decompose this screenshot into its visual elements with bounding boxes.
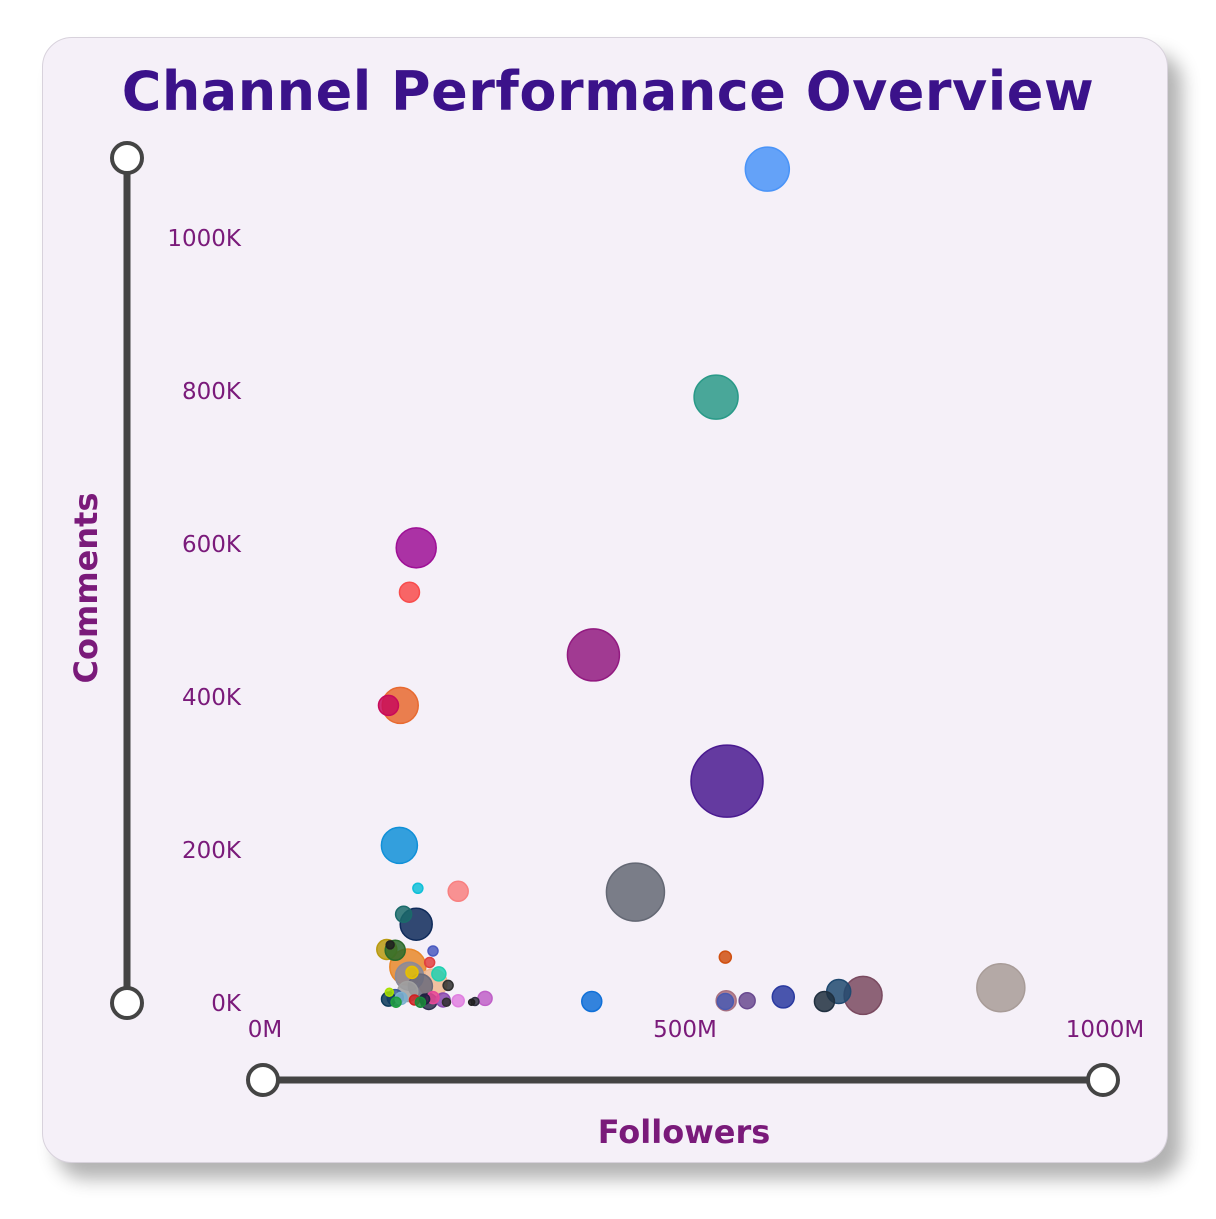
data-point: [395, 527, 437, 569]
x-axis-label: Followers: [597, 1113, 771, 1151]
data-point: [690, 744, 764, 818]
y-tick-label: 1000K: [167, 226, 242, 252]
data-point: [380, 826, 419, 865]
data-point: [442, 979, 454, 992]
data-point: [566, 628, 621, 682]
data-point: [431, 966, 447, 982]
data-point: [377, 694, 400, 717]
data-point: [813, 990, 836, 1013]
data-point: [385, 940, 395, 950]
chart-title: Channel Performance Overview: [121, 60, 1095, 123]
y-range-handle-max[interactable]: [110, 141, 144, 175]
x-tick-label: 500M: [653, 1017, 717, 1043]
y-tick-label: 400K: [182, 685, 242, 711]
data-point: [771, 985, 796, 1009]
data-point: [384, 987, 395, 998]
x-tick-label: 1000M: [1066, 1017, 1144, 1043]
data-point: [718, 950, 733, 964]
data-point: [467, 998, 476, 1006]
data-point: [447, 880, 469, 903]
data-point: [581, 990, 603, 1013]
data-point: [423, 956, 436, 969]
data-point: [398, 581, 421, 603]
y-range-handle-min[interactable]: [110, 986, 144, 1020]
data-point: [412, 882, 424, 894]
data-point: [394, 905, 413, 924]
x-range-handle-max[interactable]: [1086, 1063, 1120, 1097]
x-range-handle-min[interactable]: [246, 1063, 280, 1097]
data-point: [405, 965, 419, 980]
data-point: [390, 996, 402, 1008]
data-point: [716, 992, 735, 1011]
data-point: [744, 146, 791, 192]
data-point: [605, 862, 666, 922]
data-point: [477, 990, 493, 1007]
data-point: [427, 945, 439, 957]
data-point: [693, 374, 739, 420]
y-tick-label: 800K: [182, 379, 242, 405]
data-point: [441, 997, 452, 1007]
x-tick-label: 0M: [248, 1017, 282, 1043]
data-point: [451, 993, 465, 1008]
data-point: [414, 996, 427, 1008]
y-tick-label: 0K: [211, 991, 242, 1017]
data-point: [976, 962, 1026, 1013]
y-tick-label: 600K: [182, 532, 242, 558]
y-tick-label: 200K: [182, 838, 242, 864]
data-point: [738, 991, 756, 1010]
